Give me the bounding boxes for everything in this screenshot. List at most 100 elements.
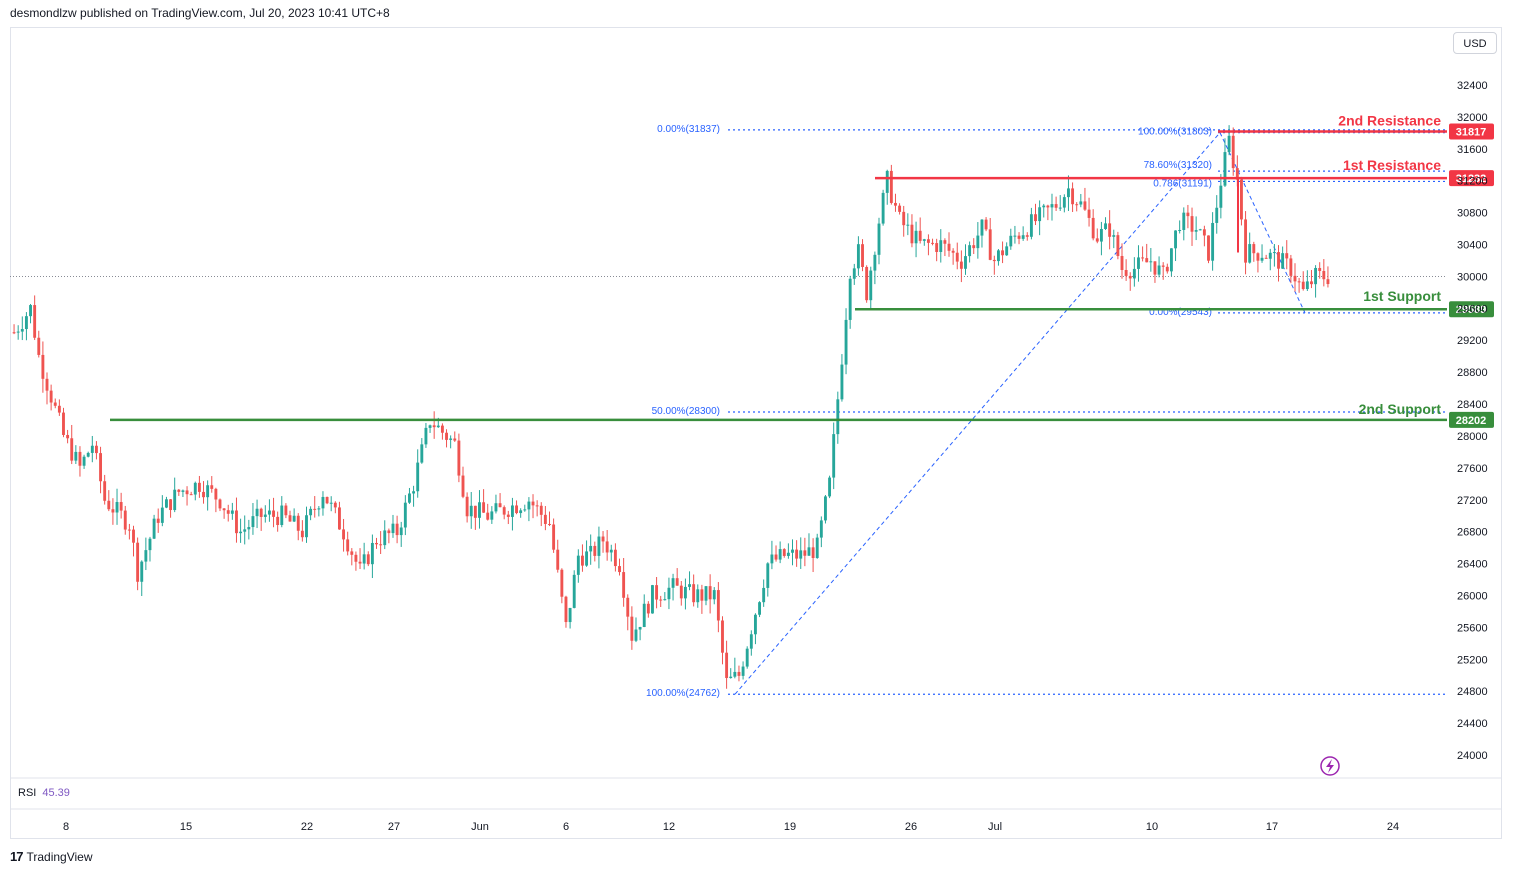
candle[interactable] (1240, 179, 1243, 220)
candle[interactable] (24, 316, 28, 330)
candle[interactable] (465, 496, 469, 517)
candle[interactable] (959, 261, 963, 269)
candle[interactable] (412, 491, 416, 494)
candle[interactable] (581, 555, 584, 566)
candle[interactable] (337, 507, 341, 530)
candle[interactable] (197, 482, 201, 492)
candle[interactable] (169, 499, 173, 511)
candle[interactable] (679, 585, 683, 599)
candle[interactable] (251, 516, 255, 528)
candle[interactable] (815, 537, 819, 558)
candle[interactable] (1174, 230, 1177, 249)
candle[interactable] (1165, 266, 1169, 272)
candle[interactable] (716, 590, 720, 621)
candle[interactable] (1215, 207, 1219, 223)
candle[interactable] (585, 551, 589, 566)
candle[interactable] (914, 230, 918, 244)
candle[interactable] (712, 590, 716, 600)
candle[interactable] (276, 516, 280, 526)
candle[interactable] (284, 505, 288, 516)
candle[interactable] (1305, 281, 1309, 290)
candle[interactable] (370, 542, 374, 565)
candle[interactable] (1067, 188, 1070, 198)
candle[interactable] (510, 505, 514, 517)
candle[interactable] (420, 444, 424, 463)
candle[interactable] (424, 427, 428, 445)
candle[interactable] (428, 425, 432, 428)
candle[interactable] (74, 451, 78, 461)
candle[interactable] (964, 256, 967, 269)
candle[interactable] (848, 278, 852, 320)
candle[interactable] (486, 512, 490, 520)
candle[interactable] (996, 250, 1000, 262)
candle[interactable] (778, 549, 782, 560)
candle[interactable] (762, 587, 766, 603)
candle[interactable] (1169, 248, 1173, 272)
candle[interactable] (1285, 253, 1289, 259)
candle[interactable] (1293, 275, 1297, 282)
candle[interactable] (1322, 270, 1326, 280)
candle[interactable] (1264, 257, 1268, 259)
candle[interactable] (403, 502, 407, 528)
candle[interactable] (62, 412, 65, 435)
candle[interactable] (832, 434, 836, 478)
candle[interactable] (1248, 244, 1252, 263)
candle[interactable] (1326, 279, 1330, 285)
candle[interactable] (1207, 235, 1210, 261)
candle[interactable] (1058, 207, 1062, 209)
candle[interactable] (1017, 235, 1021, 239)
candle[interactable] (457, 440, 461, 476)
candle[interactable] (721, 620, 724, 653)
candle[interactable] (1038, 207, 1042, 222)
candle[interactable] (140, 561, 144, 582)
candle[interactable] (564, 596, 568, 623)
candle[interactable] (1071, 188, 1075, 205)
candle[interactable] (185, 490, 189, 495)
candle[interactable] (803, 550, 807, 556)
candle[interactable] (156, 518, 160, 523)
candle[interactable] (560, 569, 564, 597)
candle[interactable] (57, 405, 61, 413)
candle[interactable] (189, 494, 193, 496)
candle[interactable] (745, 648, 749, 667)
candle[interactable] (894, 202, 897, 206)
candle[interactable] (589, 545, 593, 552)
candle[interactable] (1099, 228, 1103, 242)
candle[interactable] (1268, 252, 1272, 259)
candle[interactable] (865, 266, 869, 301)
candle[interactable] (749, 634, 753, 649)
candle[interactable] (346, 539, 350, 552)
candle[interactable] (136, 542, 140, 582)
candle[interactable] (926, 239, 930, 243)
candle[interactable] (630, 616, 634, 641)
candle[interactable] (1029, 214, 1033, 237)
candle[interactable] (86, 452, 90, 457)
candle[interactable] (725, 652, 729, 679)
candle[interactable] (1128, 275, 1132, 279)
candle[interactable] (230, 510, 234, 514)
candle[interactable] (1301, 281, 1305, 290)
candle[interactable] (898, 205, 902, 212)
candle[interactable] (1182, 212, 1186, 230)
candle[interactable] (609, 549, 613, 553)
candle[interactable] (692, 584, 696, 603)
fib-trend-line[interactable] (734, 132, 1221, 695)
candle[interactable] (329, 502, 333, 504)
candle[interactable] (473, 505, 477, 518)
candle[interactable] (313, 508, 317, 510)
candle[interactable] (160, 507, 164, 523)
candle[interactable] (292, 515, 296, 522)
candle[interactable] (259, 508, 263, 517)
candle[interactable] (622, 572, 626, 598)
candle[interactable] (873, 254, 877, 271)
candle[interactable] (972, 245, 976, 249)
candle[interactable] (515, 505, 518, 514)
candle[interactable] (482, 502, 486, 513)
candle[interactable] (45, 378, 49, 391)
candle[interactable] (1314, 267, 1318, 285)
candle[interactable] (618, 566, 621, 573)
candle[interactable] (799, 550, 803, 559)
candle[interactable] (613, 549, 617, 567)
candle[interactable] (288, 515, 292, 522)
candle[interactable] (453, 438, 457, 441)
